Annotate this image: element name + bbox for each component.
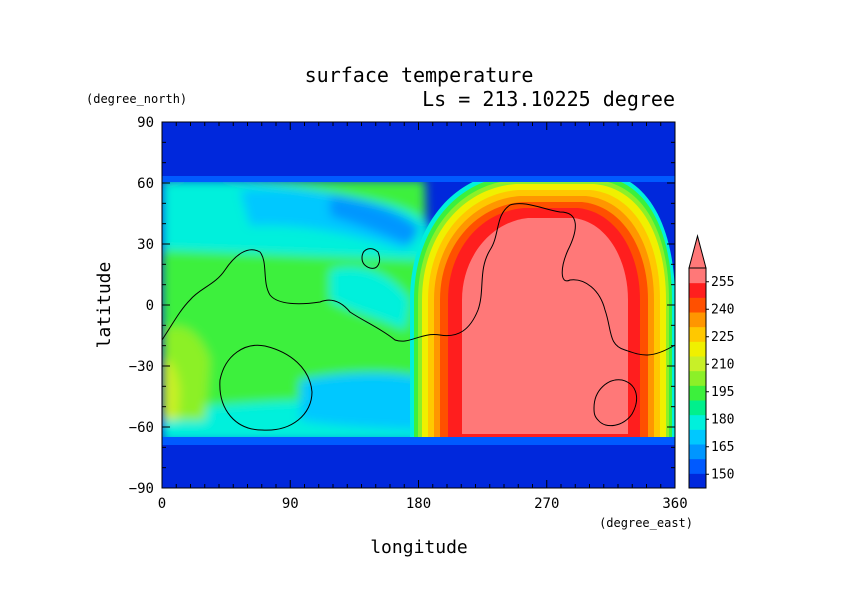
y-tick-labels: 90 60 30 0 −30 −60 −90 xyxy=(129,115,154,497)
y-tick-label: −60 xyxy=(129,420,154,436)
colorbar-label: 150 xyxy=(711,467,734,482)
x-tick-labels: 0 90 180 270 360 xyxy=(158,496,688,512)
colorbar-label: 255 xyxy=(711,275,734,290)
south-polar-cap xyxy=(162,445,675,485)
y-unit-label: (degree_north) xyxy=(86,92,187,106)
contour-east-crater xyxy=(593,379,638,427)
colorbar-segment xyxy=(689,400,706,416)
y-tick-label: 90 xyxy=(137,115,154,131)
colorbar-label: 225 xyxy=(711,330,734,345)
colorbar-segment xyxy=(689,414,706,430)
warm-core xyxy=(462,218,628,434)
colorbar-segment xyxy=(689,444,706,460)
contour-small-north xyxy=(361,248,381,269)
colorbar-segment xyxy=(689,429,706,445)
colorbar-label: 240 xyxy=(711,302,734,317)
colorbar-segment xyxy=(689,341,706,357)
colorbar-segment xyxy=(689,458,706,474)
y-tick-label: 60 xyxy=(137,176,154,192)
temperature-field xyxy=(162,122,675,488)
colorbar-segment xyxy=(689,268,706,284)
x-axis-label: longitude xyxy=(370,537,468,558)
colorbar: 150 165 180 195 210 225 240 255 xyxy=(688,234,734,489)
colorbar-segment xyxy=(689,297,706,313)
chart-subtitle: Ls = 213.10225 degree xyxy=(422,87,675,111)
north-cap-edge xyxy=(162,176,675,182)
yellow-west-edge xyxy=(162,359,180,420)
blue-north-patch xyxy=(330,196,420,246)
colorbar-label: 195 xyxy=(711,385,734,400)
y-tick-label: 0 xyxy=(146,298,154,314)
colorbar-label: 210 xyxy=(711,357,734,372)
colorbar-segment xyxy=(689,370,706,386)
colorbar-label: 165 xyxy=(711,440,734,455)
topography-contours xyxy=(161,203,676,431)
x-tick-label: 180 xyxy=(406,496,431,512)
axis-ticks xyxy=(161,121,676,489)
colorbar-label: 180 xyxy=(711,412,734,427)
x-unit-label: (degree_east) xyxy=(599,516,693,530)
y-tick-label: 30 xyxy=(137,237,154,253)
x-tick-label: 360 xyxy=(662,496,687,512)
y-tick-label: −30 xyxy=(129,359,154,375)
x-tick-label: 0 xyxy=(158,496,166,512)
south-cap-edge xyxy=(162,437,675,445)
colorbar-segment xyxy=(689,312,706,328)
y-axis-label: latitude xyxy=(94,262,115,349)
colorbar-extension xyxy=(688,234,707,269)
colorbar-segment xyxy=(689,473,706,489)
y-tick-label: −90 xyxy=(129,481,154,497)
x-tick-label: 90 xyxy=(282,496,299,512)
colorbar-segment xyxy=(689,282,706,298)
colorbar-segment xyxy=(689,326,706,342)
colorbar-frame xyxy=(688,267,707,489)
contour-west-crater xyxy=(219,344,313,431)
colorbar-segment xyxy=(689,356,706,372)
cyan-south-patch xyxy=(300,372,428,430)
chart-title: surface temperature xyxy=(305,63,534,87)
north-polar-cap xyxy=(162,128,675,180)
contour-main xyxy=(161,203,676,356)
x-tick-label: 270 xyxy=(534,496,559,512)
colorbar-segment xyxy=(689,385,706,401)
cyan-equatorial-patch xyxy=(330,267,410,330)
